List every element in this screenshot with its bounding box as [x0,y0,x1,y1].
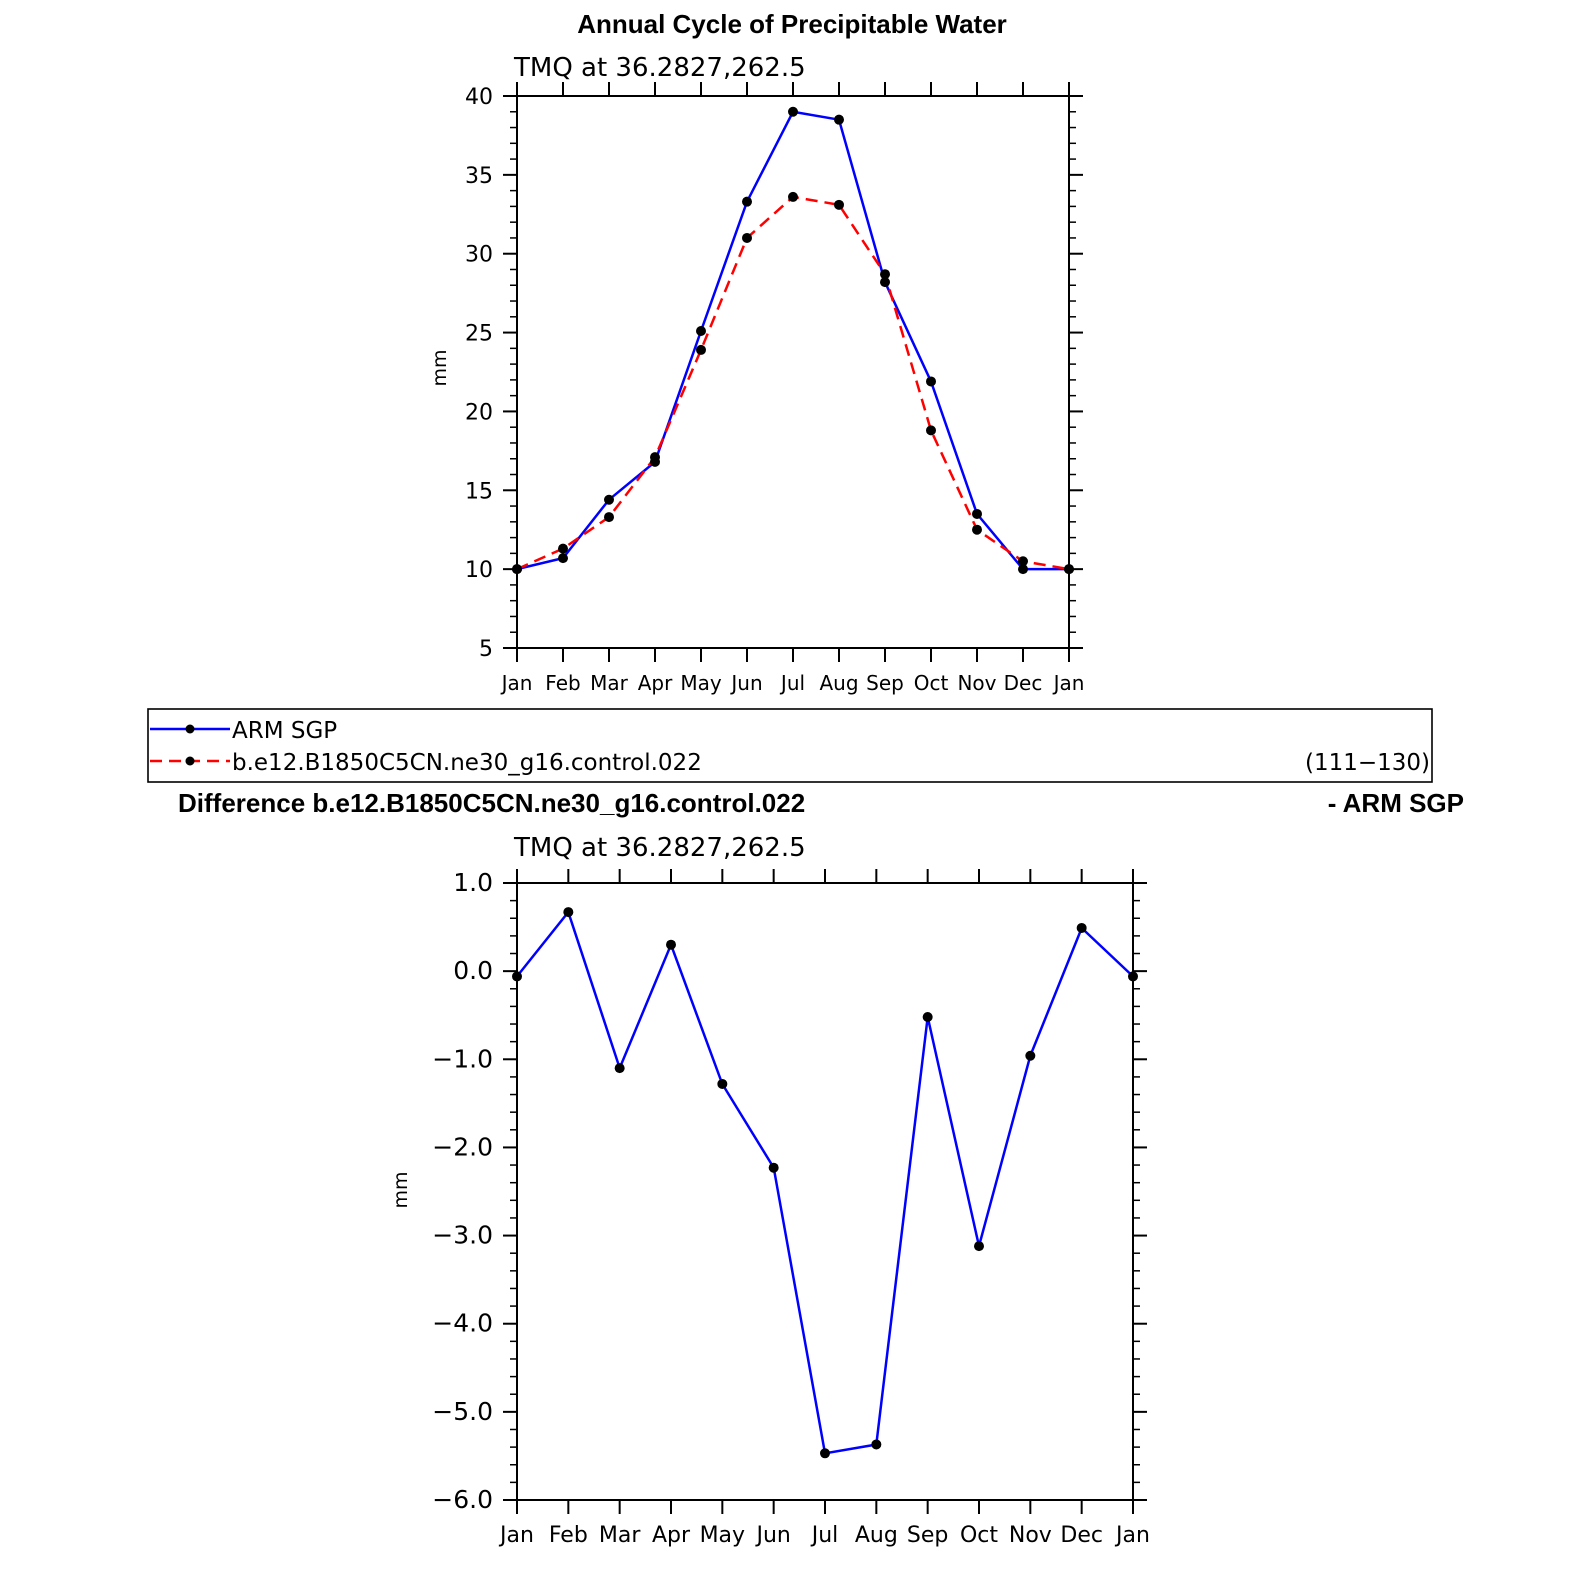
series-0-point [614,1063,625,1074]
x-tick-label: Feb [545,671,580,695]
y-tick-label: −5.0 [432,1397,493,1426]
series-0-point [558,553,568,564]
series-line-0 [516,110,1069,571]
x-tick-label: Aug [855,1523,898,1548]
y-tick-label: 30 [465,243,493,268]
x-tick-label: Jan [1052,671,1085,695]
y-tick-label: 1.0 [453,868,493,897]
chart-title: Annual Cycle of Precipitable Water [577,9,1007,39]
y-tick-label: −3.0 [432,1221,493,1250]
x-tick-label: Feb [549,1523,588,1548]
legend-years: (111−130) [1305,750,1430,776]
series-0-point [768,1162,779,1173]
y-tick-label: 0.0 [453,956,493,985]
legend-frame [147,708,1433,783]
series-0-point [974,1241,984,1252]
y-tick-label: 15 [465,479,493,504]
x-tick-label: Nov [957,671,996,695]
legend-marker-model [185,756,195,766]
series-0-point [1076,922,1087,933]
legend-marker-arm-sgp [185,724,195,734]
plot-frame [516,95,1070,649]
series-0-point [788,106,798,117]
x-tick-label: May [700,1523,745,1548]
y-tick-label: 5 [479,637,493,662]
series-1-point [880,269,890,280]
series-1-point [972,524,982,535]
series-1-point [788,191,798,202]
series-0-point [972,508,982,519]
x-tick-label: Jan [498,1523,534,1548]
series-0-point [820,1448,830,1459]
x-tick-label: Oct [960,1523,998,1548]
x-tick-label: Sep [907,1523,948,1548]
x-tick-label: Jan [1114,1523,1150,1548]
series-0-point [871,1439,882,1450]
y-tick-label: −6.0 [432,1485,493,1514]
series-line-0 [516,909,1134,1455]
series-0-point [512,971,522,982]
series-1-point [604,512,614,523]
y-tick-label: 10 [465,558,493,583]
series-0-point [666,939,676,950]
y-tick-label: 20 [465,400,493,425]
x-tick-label: Oct [914,671,949,695]
plot-frame [516,882,1134,1501]
series-0-point [742,196,752,207]
x-tick-label: Jul [779,671,805,695]
x-tick-label: Apr [638,671,673,695]
x-tick-label: Dec [1004,671,1043,695]
chart-subtitle: TMQ at 36.2827,262.5 [513,53,806,83]
difference-title: Difference b.e12.B1850C5CN.ne30_g16.cont… [178,788,805,818]
series-0-point [604,494,614,505]
y-tick-label: 25 [465,322,493,347]
series-0-point [880,277,890,288]
y-tick-label: −4.0 [432,1309,493,1338]
x-tick-label: Jan [500,671,533,695]
annual-cycle-chart: Annual Cycle of Precipitable Water TMQ a… [429,9,1084,695]
x-tick-label: Mar [599,1523,641,1548]
series-0-point [834,114,844,125]
series-1-point [558,543,568,554]
x-tick-label: Dec [1060,1523,1103,1548]
series-0-point [717,1078,728,1089]
legend: ARM SGP b.e12.B1850C5CN.ne30_g16.control… [147,708,1433,783]
difference-chart: Difference b.e12.B1850C5CN.ne30_g16.cont… [178,788,1464,1548]
x-tick-label: Jul [810,1523,839,1548]
series-0-point [1128,971,1138,982]
series-1-point [512,564,522,575]
x-tick-label: May [680,671,722,695]
series-1-point [1064,564,1074,575]
x-tick-label: Apr [652,1523,691,1548]
y-tick-label: 40 [465,85,493,110]
y-tick-label: −1.0 [432,1044,493,1073]
y-tick-label: −2.0 [432,1132,493,1161]
series-0-point [563,907,574,918]
x-tick-label: Jun [754,1523,790,1548]
series-0-point [926,376,936,387]
series-1-point [696,344,706,355]
y-axis-label: mm [429,349,451,386]
x-tick-label: Nov [1009,1523,1052,1548]
series-1-point [834,199,844,210]
y-tick-label: 35 [465,164,493,189]
series-1-point [650,452,660,463]
x-tick-label: Jun [729,671,762,695]
series-0-point [922,1011,933,1022]
legend-label-arm-sgp: ARM SGP [232,718,337,744]
series-1-point [926,425,936,436]
x-tick-label: Mar [590,671,629,695]
legend-label-model: b.e12.B1850C5CN.ne30_g16.control.022 [232,750,702,776]
difference-subtitle: TMQ at 36.2827,262.5 [513,833,806,863]
difference-title-right: - ARM SGP [1328,788,1464,818]
series-0-point [1025,1050,1036,1061]
series-1-point [742,232,752,243]
x-tick-label: Aug [819,671,858,695]
series-1-point [1018,556,1028,567]
x-tick-label: Sep [866,671,904,695]
difference-y-axis-label: mm [390,1171,412,1208]
series-0-point [1018,564,1028,575]
series-0-point [696,325,706,336]
